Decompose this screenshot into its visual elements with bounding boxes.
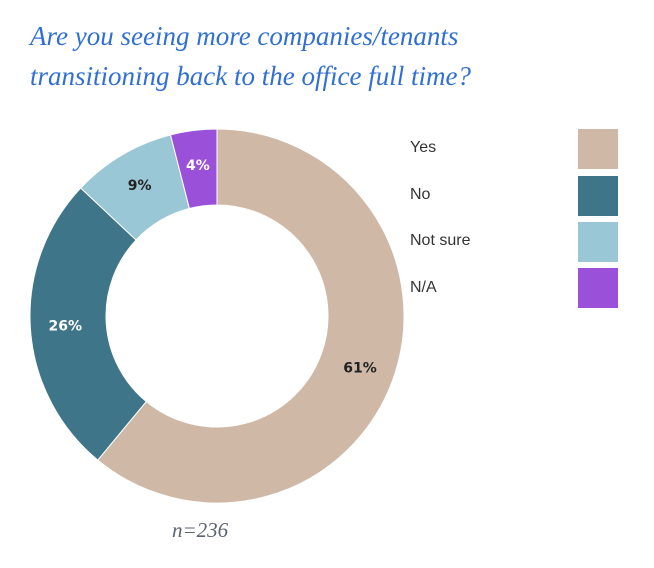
legend-label-no: No: [410, 186, 431, 203]
legend-label-yes: Yes: [410, 139, 437, 156]
donut-slice-no: [29, 187, 147, 461]
chart-title-line-2: transitioning back to the office full ti…: [30, 61, 471, 91]
sample-size-note: n=236: [172, 518, 229, 542]
slice-value-label-yes: 61%: [343, 360, 377, 376]
slice-value-label-na: 4%: [186, 158, 210, 174]
legend-swatch-not-sure: [578, 222, 618, 262]
chart-title: Are you seeing more companies/tenants tr…: [30, 16, 630, 96]
legend-swatch-na: [578, 268, 618, 308]
legend-label-na: N/A: [410, 279, 437, 296]
legend-swatch-no: [578, 176, 618, 216]
slice-value-label-no: 26%: [49, 319, 83, 335]
legend-swatch-yes: [578, 129, 618, 169]
slice-value-label-not-sure: 9%: [128, 178, 152, 194]
donut-slice-na: [169, 128, 218, 210]
chart-title-line-1: Are you seeing more companies/tenants: [30, 21, 459, 51]
legend-label-not-sure: Not sure: [410, 232, 471, 249]
donut-slice-yes: [97, 128, 405, 504]
